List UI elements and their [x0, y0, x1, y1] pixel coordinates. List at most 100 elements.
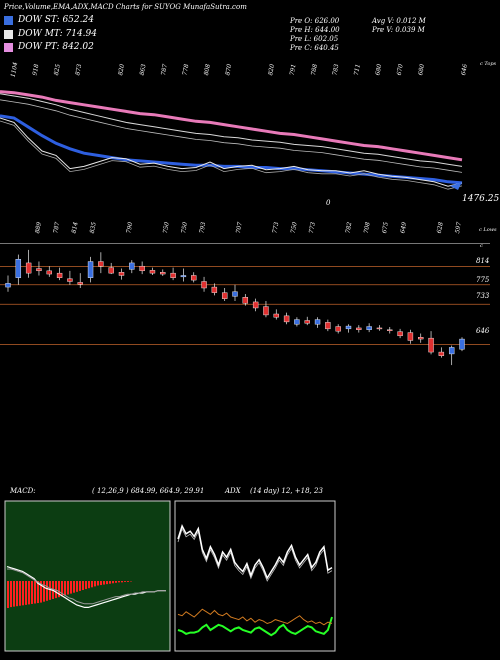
macd-histogram-bar	[91, 581, 93, 588]
bottom-label: 628	[436, 221, 445, 234]
bottom-label: 889	[34, 221, 43, 234]
top-label: 918	[32, 63, 41, 76]
top-label: 863	[139, 63, 148, 76]
lows-label: c Lows	[479, 227, 497, 233]
macd-label: MACD:	[10, 487, 36, 495]
candle-body	[77, 282, 83, 285]
candle-body	[263, 306, 269, 316]
bottom-label: 750	[162, 221, 171, 234]
adx-line-di	[177, 616, 333, 637]
macd-histogram-bar	[40, 581, 42, 603]
candle-body	[397, 331, 403, 337]
avg-volume: Avg V: 0.012 M	[372, 17, 426, 25]
ytick-814: 814	[476, 257, 490, 265]
candle-body	[56, 272, 63, 278]
candle-body	[98, 261, 104, 267]
dow-pt-label: DOW PT: 842.02	[18, 42, 94, 52]
dow-pt-swatch	[4, 43, 13, 52]
candle-body	[418, 337, 424, 340]
adx-line-shadow	[177, 527, 333, 582]
adx-panel	[174, 500, 336, 652]
macd-histogram-bar	[37, 581, 39, 604]
dow-mt-label: DOW MT: 714.94	[18, 29, 97, 39]
macd-histogram-bar	[115, 581, 117, 583]
pre-close: Pre C: 640.45	[290, 44, 339, 52]
top-label: 680	[417, 63, 426, 76]
macd-histogram-bar	[16, 581, 18, 607]
top-label: 825	[53, 63, 62, 76]
macd-histogram-bar	[82, 581, 84, 590]
adx-label: ADX	[225, 487, 241, 495]
top-label: 870	[224, 63, 233, 76]
macd-histogram-bar	[67, 581, 69, 595]
top-label: 820	[267, 63, 276, 76]
macd-histogram-bar	[94, 581, 96, 587]
macd-chart	[4, 500, 336, 652]
bottom-label: 787	[52, 221, 61, 234]
candle-body	[15, 259, 22, 278]
bottom-label: 793	[198, 221, 207, 234]
candle-body	[67, 278, 73, 282]
macd-histogram-bar	[73, 581, 75, 593]
adx-params: (14 day) 12, +18, 23	[250, 487, 323, 495]
macd-histogram-bar	[85, 581, 87, 590]
macd-histogram-bar	[49, 581, 51, 600]
macd-histogram-bar	[25, 581, 27, 605]
candle-body	[366, 326, 372, 330]
macd-histogram-bar	[124, 581, 126, 582]
macd-histogram-bar	[127, 581, 129, 582]
macd-histogram-bar	[46, 581, 48, 601]
macd-histogram-bar	[13, 581, 15, 607]
dow-mt-swatch	[4, 30, 13, 39]
macd-histogram-bar	[97, 581, 99, 586]
candle-body	[294, 319, 300, 325]
tops-label: c Tops	[480, 61, 497, 67]
ytick-646: 646	[476, 327, 490, 335]
ema-line-mt-lower	[0, 99, 463, 173]
candle-body	[25, 262, 32, 274]
macd-histogram-bar	[106, 581, 108, 585]
pre-high: Pre H: 644.00	[290, 26, 340, 34]
top-label: 680	[374, 63, 383, 76]
macd-histogram-bar	[28, 581, 30, 605]
candle-body	[325, 322, 331, 330]
bottom-label: 707	[235, 221, 244, 234]
candle-body	[170, 272, 176, 278]
candle-body	[314, 319, 321, 325]
candle-body	[428, 337, 434, 353]
macd-histogram-bar	[121, 581, 123, 583]
macd-histogram-bar	[109, 581, 111, 584]
macd-histogram-bar	[19, 581, 21, 606]
price-label: 1476.25	[462, 194, 500, 204]
macd-histogram-bar	[88, 581, 90, 589]
bottom-label: 750	[290, 221, 299, 234]
macd-histogram-bar	[118, 581, 120, 583]
top-label: 783	[332, 63, 341, 76]
macd-histogram-bar	[10, 581, 12, 608]
candle-body	[129, 262, 135, 270]
adx-line-di	[177, 608, 333, 626]
candle-body	[180, 275, 187, 278]
top-label: 820	[117, 63, 126, 76]
candle-body	[242, 297, 249, 304]
bottom-label: 708	[363, 221, 372, 234]
candle-body	[273, 313, 279, 318]
top-label: 808	[203, 63, 212, 76]
candle-body	[87, 261, 94, 278]
bottom-label: 773	[308, 221, 317, 234]
ytick-733: 733	[476, 292, 490, 300]
top-label: 670	[396, 63, 405, 76]
candle-body	[36, 268, 42, 272]
price-arrow	[450, 182, 462, 190]
candle-chart	[0, 243, 490, 366]
top-label: 646	[460, 63, 469, 76]
top-label: 1104	[10, 61, 20, 77]
candle-body	[438, 351, 445, 356]
candle-body	[356, 327, 362, 330]
macd-histogram-bar	[22, 581, 24, 606]
bottom-label: 782	[345, 221, 354, 234]
ytick-775: 775	[476, 276, 490, 284]
macd-histogram-bar	[103, 581, 105, 585]
candle-body	[283, 315, 290, 323]
candle-body	[376, 327, 383, 330]
